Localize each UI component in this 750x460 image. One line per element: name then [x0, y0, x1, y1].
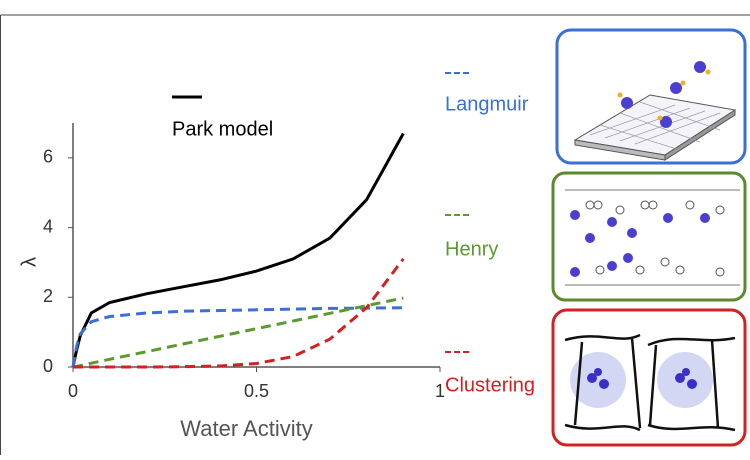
- x-tick-label: 1: [435, 381, 445, 401]
- henry-illustration: [551, 171, 747, 302]
- x-axis-label: Water Activity: [180, 416, 312, 441]
- legend-label: Langmuir: [445, 93, 529, 115]
- langmuir-illustration: [555, 28, 747, 165]
- legend-label: Henry: [445, 238, 498, 260]
- legend-label: Clustering: [445, 374, 535, 396]
- y-tick-label: 6: [43, 147, 53, 167]
- y-tick-label: 4: [43, 216, 53, 236]
- legend-label: Park model: [172, 118, 273, 140]
- y-tick-label: 0: [43, 356, 53, 376]
- plot: 0 2 4 6 0 0.5 1 Water Activity λ Park model Langmu…: [18, 72, 535, 441]
- series-line: [71, 306, 404, 368]
- x-tick-label: 0: [68, 381, 78, 401]
- x-tick-label: 0.5: [244, 381, 269, 401]
- y-tick-label: 2: [43, 286, 53, 306]
- series-line: [73, 257, 405, 369]
- y-axis-label: λ: [18, 257, 40, 267]
- clustering-illustration: [551, 308, 747, 447]
